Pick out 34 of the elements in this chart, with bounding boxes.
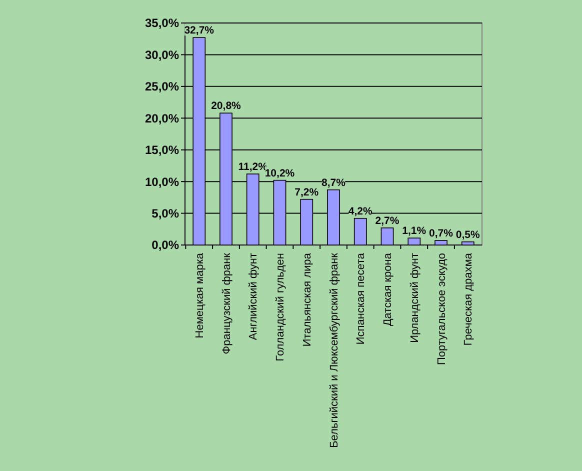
x-tick-label: Немецкая марка bbox=[194, 252, 206, 338]
y-tick-label: 30,0% bbox=[144, 48, 180, 62]
x-tick-label: Французский франк bbox=[220, 252, 233, 354]
y-tick-label: 10,0% bbox=[144, 174, 180, 189]
y-tick-label: 20,0% bbox=[144, 111, 180, 126]
y-tick-label: 25,0% bbox=[144, 80, 180, 94]
x-tick-label: Испанская песета bbox=[355, 252, 368, 345]
bar bbox=[354, 218, 367, 246]
data-label: 1,1% bbox=[402, 225, 427, 238]
data-label: 10,2% bbox=[264, 167, 296, 180]
x-tick-label: Бельгийский и Люксембургский франк bbox=[328, 252, 340, 448]
bar bbox=[461, 241, 474, 246]
y-tick-label: 5,0% bbox=[152, 206, 180, 220]
x-tick-label: Португальское эскудо bbox=[436, 253, 448, 366]
x-tick-label: Датская крона bbox=[382, 252, 394, 326]
x-tick-label: Итальянская лира bbox=[301, 252, 314, 347]
data-label: 4,2% bbox=[348, 205, 374, 218]
bar bbox=[380, 227, 394, 246]
y-tick-label: 0,0% bbox=[152, 238, 180, 252]
x-tick-label: Греческая драхма bbox=[462, 252, 475, 346]
bar bbox=[434, 240, 448, 246]
y-tick-label: 35,0% bbox=[144, 16, 180, 30]
x-tick-label: Голландский гульден bbox=[274, 253, 287, 362]
data-label: 0,5% bbox=[456, 228, 481, 241]
data-label: 20,8% bbox=[211, 100, 242, 112]
data-label: 32,7% bbox=[184, 24, 215, 37]
data-label: 8,7% bbox=[322, 176, 346, 189]
data-label: 7,2% bbox=[294, 186, 320, 198]
bar bbox=[408, 238, 421, 246]
data-label: 2,7% bbox=[375, 214, 400, 227]
x-tick-label: Английский фунт bbox=[248, 253, 260, 340]
y-tick-label: 15,0% bbox=[144, 143, 180, 158]
x-tick-label: Ирландский фунт bbox=[408, 253, 421, 343]
data-label: 0,7% bbox=[429, 228, 454, 240]
